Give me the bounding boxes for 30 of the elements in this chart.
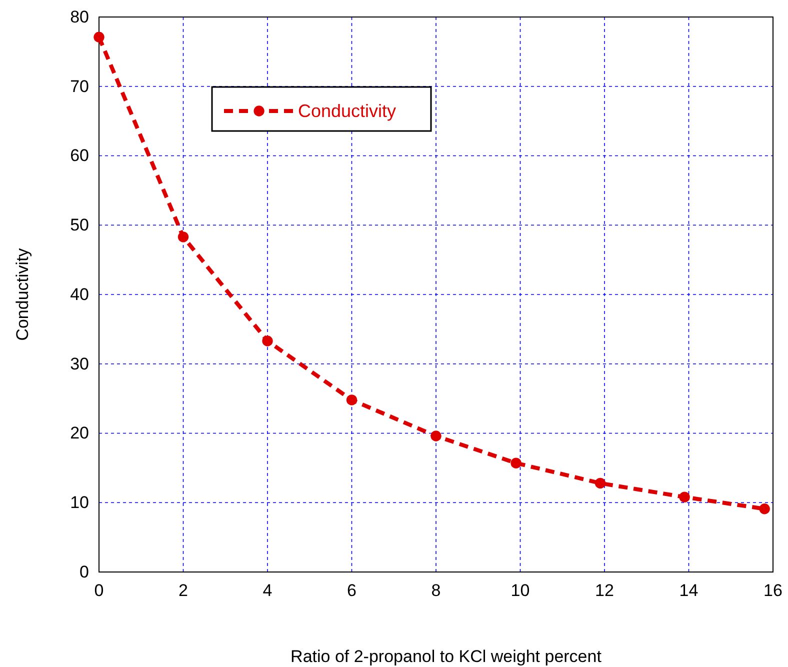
y-tick-label: 30 xyxy=(70,354,89,374)
point xyxy=(262,336,273,346)
point xyxy=(178,232,189,242)
point xyxy=(679,492,690,502)
point xyxy=(346,394,358,406)
x-tick-label: 10 xyxy=(510,581,530,600)
x-tick-label: 4 xyxy=(262,581,272,600)
y-tick-label: 0 xyxy=(80,562,89,582)
y-axis-title: Conductivity xyxy=(13,248,32,341)
y-tick-label: 40 xyxy=(70,284,89,304)
y-tick-label: 80 xyxy=(70,7,89,26)
x-tick-label: 0 xyxy=(94,581,104,600)
x-tick-label: 16 xyxy=(764,581,782,600)
point xyxy=(94,32,104,42)
y-tick-label: 60 xyxy=(70,146,89,166)
x-tick-label: 12 xyxy=(595,581,614,600)
point xyxy=(510,458,522,468)
point xyxy=(430,430,442,442)
y-tick-label: 10 xyxy=(70,493,89,512)
x-axis-title: Ratio of 2-propanol to KCl weight percent xyxy=(290,647,602,666)
y-tick-label: 50 xyxy=(70,216,89,235)
point xyxy=(594,478,606,489)
x-tick-label: 6 xyxy=(347,581,356,600)
x-tick-label: 8 xyxy=(431,581,441,600)
point xyxy=(759,504,770,514)
x-tick-label: 2 xyxy=(178,581,188,600)
y-tick-label: 70 xyxy=(70,76,89,96)
x-tick-label: 14 xyxy=(679,581,698,600)
legend-label: Conductivity xyxy=(298,101,396,121)
y-tick-label: 20 xyxy=(70,424,89,443)
